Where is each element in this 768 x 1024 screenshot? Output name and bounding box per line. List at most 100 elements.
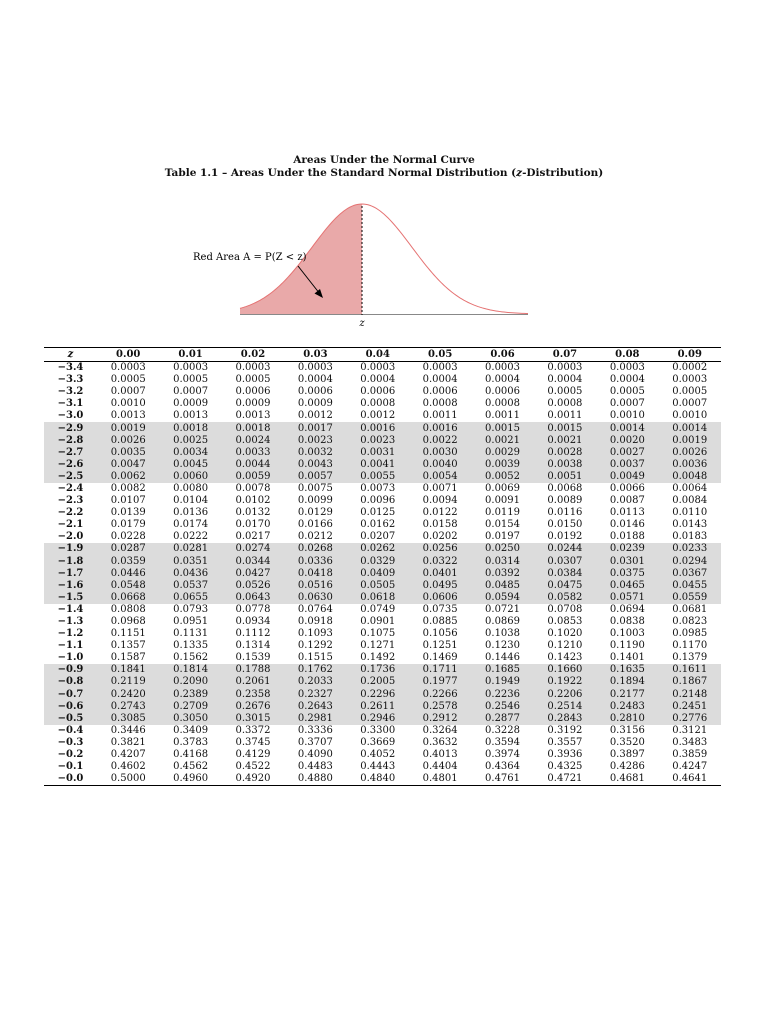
caption-suffix: -Distribution) <box>522 167 604 179</box>
row-z-value: −1.8 <box>44 555 97 568</box>
table-cell: 0.0039 <box>471 458 534 471</box>
table-cell: 0.0158 <box>422 519 458 531</box>
table-cell: 0.0023 <box>346 434 409 447</box>
table-cell: 0.0808 <box>110 603 146 615</box>
table-cell: 0.3015 <box>221 712 285 725</box>
table-cell: 0.0048 <box>658 470 721 483</box>
table-cell: 0.0052 <box>471 470 534 483</box>
row-z-value: −1.7 <box>44 567 97 580</box>
table-cell: 0.0082 <box>110 482 146 494</box>
table-cell: 0.0016 <box>346 422 409 435</box>
table-cell: 0.3783 <box>173 736 209 748</box>
table-cell: 0.0495 <box>408 579 472 592</box>
row-z-value: −3.1 <box>57 398 84 410</box>
table-row: −0.7 0.2420 0.2389 0.2358 0.2327 0.2296 0.2266… <box>44 688 721 701</box>
table-cell: 0.0006 <box>422 386 458 398</box>
table-cell: 0.0721 <box>485 603 521 615</box>
table-cell: 0.2912 <box>408 712 472 725</box>
table-cell: 0.1423 <box>547 652 583 664</box>
table-cell: 0.4880 <box>284 773 347 787</box>
table-cell: 0.3707 <box>297 736 333 748</box>
table-cell: 0.4247 <box>672 761 708 773</box>
table-cell: 0.0485 <box>471 579 534 592</box>
table-cell: 0.0060 <box>159 470 222 483</box>
table-row: −2.8 0.0026 0.0025 0.0024 0.0023 0.0023 0.0022… <box>44 434 721 447</box>
row-z-value: −1.3 <box>57 616 84 628</box>
row-z-value: −0.1 <box>57 761 84 773</box>
table-cell: 0.0367 <box>658 567 721 580</box>
table-cell: 0.0040 <box>408 458 472 471</box>
table-cell: 0.0934 <box>235 616 271 628</box>
row-z-value: −2.3 <box>57 495 84 507</box>
table-cell: 0.0013 <box>173 410 209 422</box>
table-cell: 0.0375 <box>596 567 659 580</box>
row-z-value: −3.4 <box>57 362 84 374</box>
table-cell: 0.0003 <box>422 362 458 374</box>
table-cell: 0.0823 <box>672 616 708 628</box>
table-cell: 0.2643 <box>284 700 347 713</box>
table-cell: 0.0032 <box>284 446 347 459</box>
table-cell: 0.0015 <box>533 422 597 435</box>
table-cell: 0.4364 <box>485 761 521 773</box>
row-z-value: −2.5 <box>44 470 97 483</box>
table-cell: 0.0150 <box>547 519 583 531</box>
table-cell: 0.4602 <box>110 761 146 773</box>
table-cell: 0.0038 <box>533 458 597 471</box>
table-cell: 0.2061 <box>221 676 285 689</box>
table-cell: 0.0116 <box>547 507 583 519</box>
table-cell: 0.4325 <box>547 761 583 773</box>
table-cell: 0.0004 <box>360 374 396 386</box>
table-cell: 0.0281 <box>159 543 222 556</box>
table-cell: 0.0029 <box>471 446 534 459</box>
table-cell: 0.3897 <box>609 749 645 761</box>
table-cell: 0.0019 <box>658 434 721 447</box>
table-cell: 0.4681 <box>596 773 659 787</box>
table-cell: 0.0968 <box>110 616 146 628</box>
table-cell: 0.0013 <box>235 410 271 422</box>
table-row: −2.7 0.0035 0.0034 0.0033 0.0032 0.0031 0.0030… <box>44 446 721 459</box>
table-cell: 0.1762 <box>284 664 347 677</box>
table-cell: 0.1685 <box>471 664 534 677</box>
table-cell: 0.2033 <box>284 676 347 689</box>
table-cell: 0.0068 <box>547 482 583 494</box>
table-cell: 0.0465 <box>596 579 659 592</box>
row-z-value: −2.4 <box>57 482 84 494</box>
table-cell: 0.0005 <box>173 374 209 386</box>
table-cell: 0.0630 <box>284 591 347 604</box>
table-row: −0.1 0.4602 0.4562 0.4522 0.4483 0.4443 0.4404… <box>44 761 721 773</box>
table-row: −0.3 0.3821 0.3783 0.3745 0.3707 0.3669 0.3632… <box>44 737 721 749</box>
table-cell: 0.0132 <box>235 507 271 519</box>
table-cell: 0.1949 <box>471 676 534 689</box>
table-cell: 0.0217 <box>235 531 271 543</box>
table-cell: 0.0401 <box>408 567 472 580</box>
table-cell: 0.1814 <box>159 664 222 677</box>
table-cell: 0.0244 <box>533 543 597 556</box>
table-cell: 0.0059 <box>221 470 285 483</box>
table-cell: 0.0166 <box>297 519 333 531</box>
table-cell: 0.0004 <box>485 374 521 386</box>
table-cell: 0.1660 <box>533 664 597 677</box>
table-cell: 0.0012 <box>297 410 333 422</box>
header-col: 0.02 <box>221 347 285 362</box>
normal-curve-line <box>239 203 529 315</box>
table-cell: 0.0294 <box>658 555 721 568</box>
row-z-value: −2.6 <box>44 458 97 471</box>
header-row: z 0.00 0.01 0.02 0.03 0.04 0.05 0.06 0.07 0.08 0.0… <box>44 347 721 362</box>
table-cell: 0.0099 <box>297 495 333 507</box>
table-cell: 0.0003 <box>297 362 333 374</box>
table-cell: 0.4483 <box>297 761 333 773</box>
table-cell: 0.4641 <box>658 773 721 787</box>
row-z-value: −2.0 <box>57 531 84 543</box>
table-row: −2.3 0.0107 0.0104 0.0102 0.0099 0.0096 0.0094… <box>44 495 721 507</box>
table-cell: 0.0136 <box>173 507 209 519</box>
table-cell: 0.4522 <box>235 761 271 773</box>
table-cell: 0.0008 <box>422 398 458 410</box>
table-cell: 0.3372 <box>235 724 271 736</box>
row-z-value: −2.9 <box>44 422 97 435</box>
table-cell: 0.0010 <box>672 410 708 422</box>
table-cell: 0.0057 <box>284 470 347 483</box>
table-cell: 0.0075 <box>297 482 333 494</box>
table-cell: 0.0113 <box>609 507 645 519</box>
table-cell: 0.0004 <box>609 374 645 386</box>
table-cell: 0.0021 <box>533 434 597 447</box>
